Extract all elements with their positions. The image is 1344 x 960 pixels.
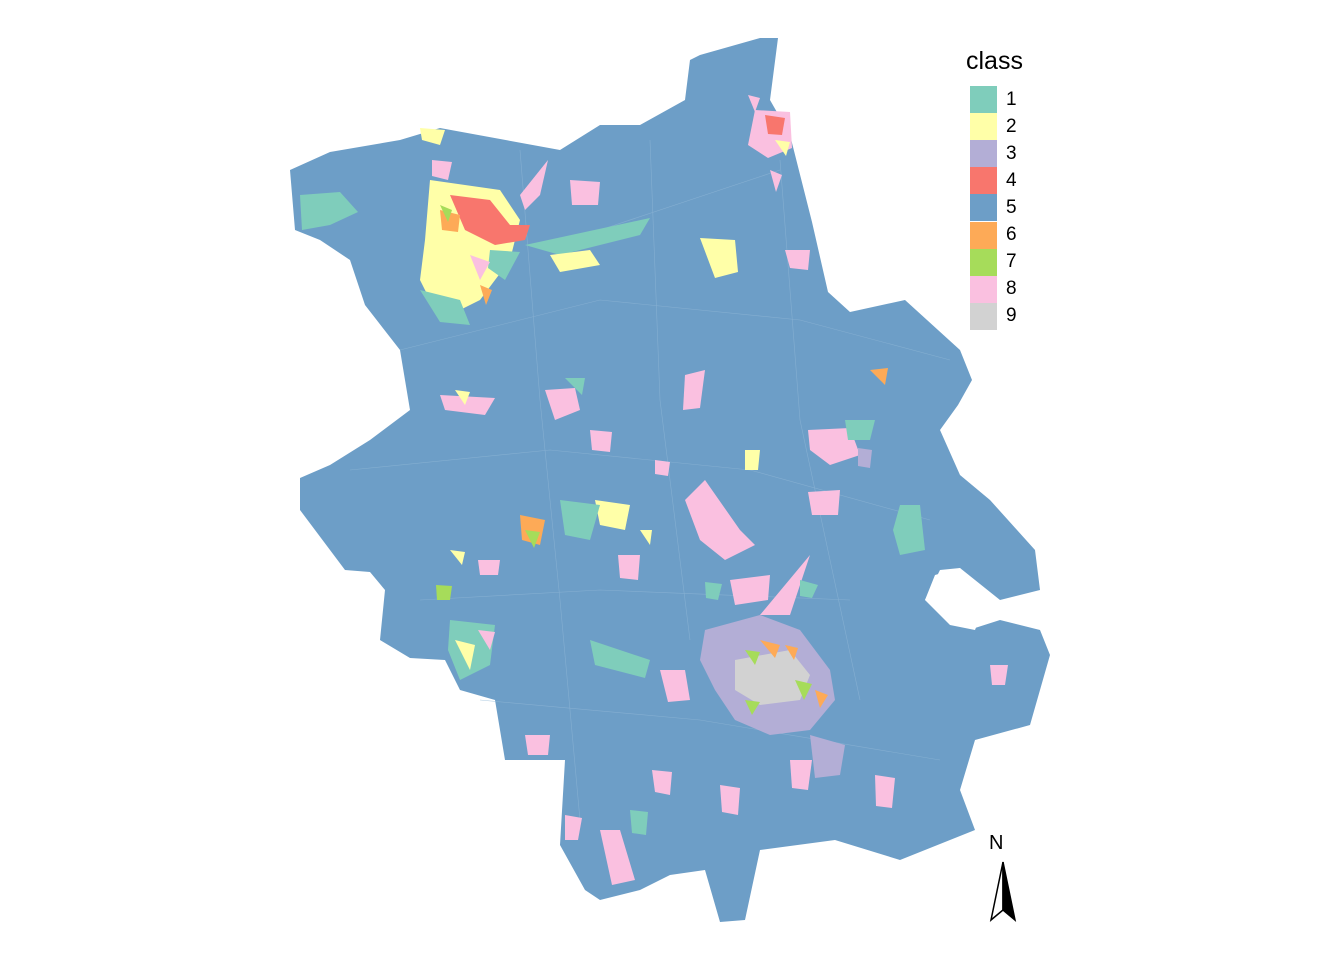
legend-swatch [970,194,997,222]
legend-item: 1 [966,86,1023,114]
legend-label: 3 [1006,142,1017,164]
legend-item: 8 [966,275,1023,303]
legend-swatch [970,221,997,249]
legend-item: 5 [966,194,1023,222]
legend-swatch [970,302,997,330]
village-polygons [436,180,1008,885]
legend-label: 5 [1006,196,1017,218]
county-notch [925,568,985,630]
legend-swatch [970,275,997,303]
legend-label: 6 [1006,224,1017,246]
north-arrow-icon [989,861,1017,922]
legend-swatch [970,167,997,195]
legend-label: 4 [1006,169,1017,191]
legend-item: 4 [966,167,1023,195]
legend-label: 7 [1006,251,1017,273]
legend-title: class [966,47,1023,75]
legend-item: 6 [966,221,1023,249]
legend-label: 2 [1006,115,1017,137]
legend-item: 3 [966,140,1023,168]
legend-swatch [970,113,997,141]
ne-town [748,95,792,192]
legend-label: 1 [1006,88,1017,110]
legend-swatch [970,140,997,168]
legend-swatch [970,248,997,276]
legend-item: 9 [966,302,1023,330]
legend-item: 2 [966,113,1023,141]
nw-urban-area [300,128,650,325]
cambridge-urban-area [700,555,845,778]
legend-item: 7 [966,248,1023,276]
legend-label: 9 [1006,305,1017,327]
legend-label: 8 [1006,278,1017,300]
north-label: N [989,832,1004,854]
legend-swatch [970,86,997,114]
legend-items: 1 2 3 4 5 6 7 8 9 [966,86,1023,330]
legend: class 1 2 3 4 5 6 7 8 9 [966,46,1023,330]
